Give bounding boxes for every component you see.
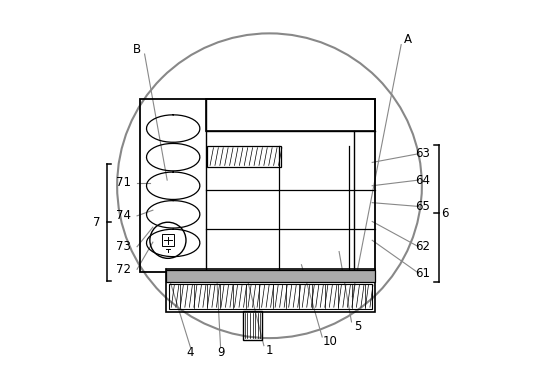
Bar [166, 270, 375, 282]
Text: A: A [404, 33, 412, 46]
Text: 64: 64 [416, 174, 431, 186]
Text: 7: 7 [93, 216, 101, 229]
Text: 65: 65 [416, 200, 431, 213]
Text: 1: 1 [266, 344, 273, 357]
Bar [243, 312, 262, 340]
Text: 72: 72 [116, 263, 131, 276]
Text: 61: 61 [416, 266, 431, 280]
Text: 4: 4 [186, 346, 194, 359]
Bar [162, 234, 174, 246]
Text: 63: 63 [416, 147, 431, 160]
Text: B: B [133, 43, 141, 56]
Text: 6: 6 [441, 207, 448, 220]
Bar [208, 146, 281, 167]
Text: 73: 73 [116, 240, 131, 253]
Text: 5: 5 [354, 320, 362, 333]
Text: 62: 62 [416, 240, 431, 253]
Bar [166, 268, 375, 312]
Bar [140, 99, 375, 272]
Text: 74: 74 [116, 209, 131, 222]
Text: 71: 71 [116, 176, 131, 189]
Bar [205, 99, 375, 131]
Text: 10: 10 [322, 335, 337, 348]
Bar [169, 283, 372, 309]
Text: 9: 9 [217, 346, 224, 359]
